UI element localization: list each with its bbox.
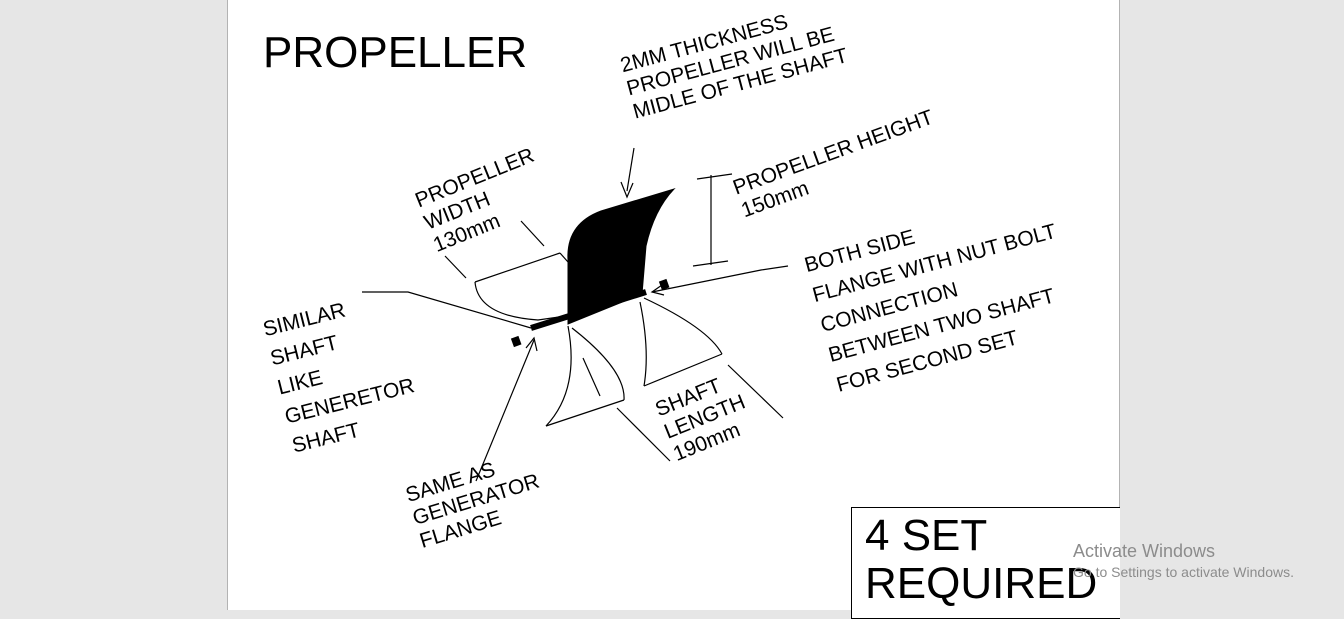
shaft-length-tick-left bbox=[616, 407, 671, 462]
required-quantity-box: 4 SET REQUIRED bbox=[851, 507, 1120, 619]
front-blade-inner-line bbox=[582, 357, 601, 397]
right-blade-bottom-edge bbox=[643, 353, 723, 387]
shaft-length-tick-right bbox=[727, 364, 784, 419]
width-dimension-tick-right bbox=[520, 220, 545, 247]
both-side-arrowhead bbox=[650, 284, 665, 296]
front-blade-curve bbox=[545, 325, 572, 427]
drawing-title: PROPELLER bbox=[263, 28, 528, 77]
right-blade-top-curve bbox=[643, 297, 723, 355]
drawing-sheet: PROPELLER 2MM THICKNESS PROPELLER WILL B… bbox=[227, 0, 1120, 619]
same-as-arrowhead bbox=[525, 336, 538, 352]
propeller-blade-solid bbox=[567, 187, 676, 325]
thickness-leader bbox=[626, 147, 635, 192]
shaft bbox=[530, 289, 647, 331]
left-flange bbox=[510, 335, 522, 348]
right-flange bbox=[658, 278, 670, 291]
width-dimension-tick-left bbox=[444, 255, 467, 279]
height-extension-bottom bbox=[692, 260, 729, 267]
front-blade-inner-curve bbox=[571, 327, 625, 401]
height-extension-top bbox=[696, 173, 733, 180]
front-blade-bottom-edge bbox=[545, 399, 625, 427]
left-blade-corner bbox=[559, 252, 569, 263]
both-side-leader bbox=[651, 265, 789, 293]
right-blade-curve bbox=[639, 301, 647, 387]
propeller-drawing bbox=[362, 147, 789, 482]
same-as-leader bbox=[475, 339, 535, 482]
left-blade-outline bbox=[474, 281, 574, 321]
left-blade-top-edge bbox=[474, 252, 561, 283]
required-quantity-text: 4 SET REQUIRED bbox=[865, 511, 1098, 608]
thickness-arrowhead bbox=[620, 181, 634, 199]
similar-shaft-leader bbox=[362, 291, 532, 329]
